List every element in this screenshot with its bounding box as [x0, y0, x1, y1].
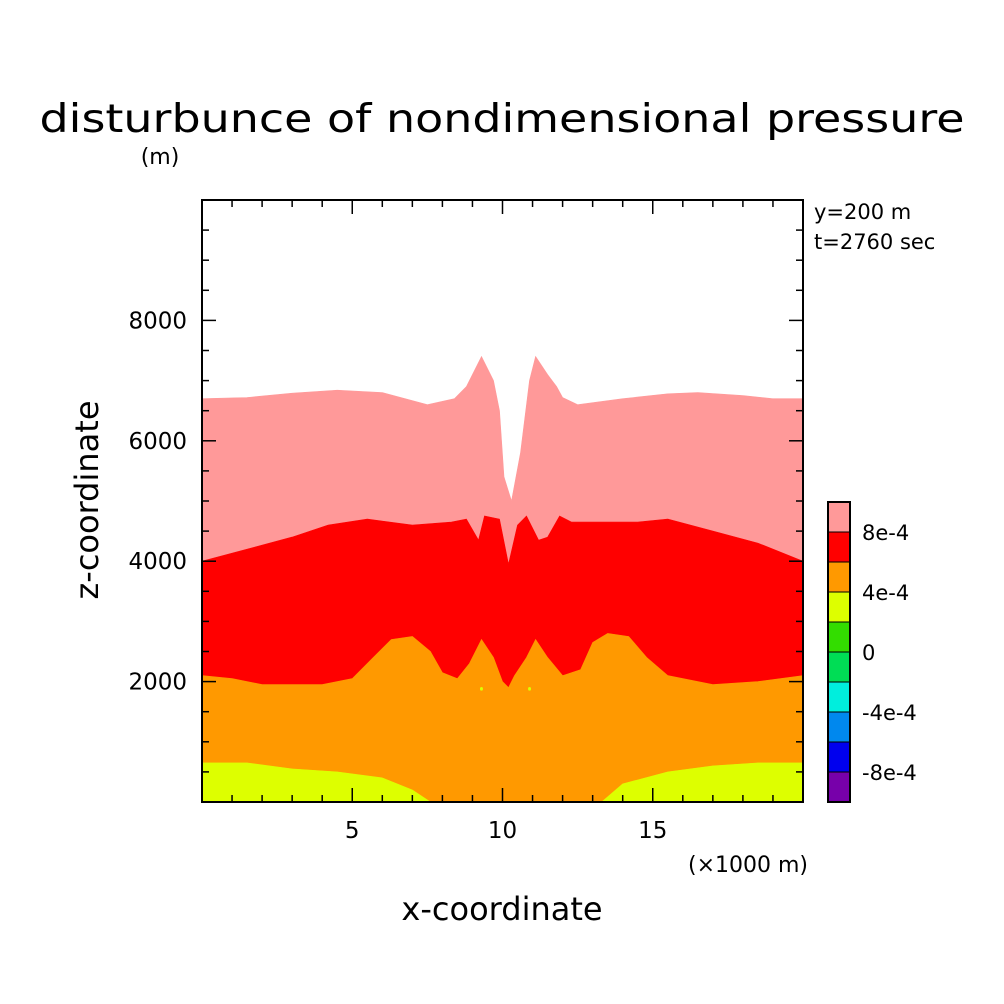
x-unit-label: (×1000 m)	[688, 853, 808, 878]
info-line-t: t=2760 sec	[814, 230, 935, 254]
colorbar-swatch	[827, 711, 851, 743]
colorbar-swatch	[827, 651, 851, 683]
colorbar-tick-label: 4e-4	[862, 581, 909, 605]
y-axis-label: z-coordinate	[68, 400, 106, 599]
colorbar-swatch	[827, 531, 851, 563]
colorbar-tick-label: -4e-4	[862, 701, 917, 725]
colorbar-swatch	[827, 681, 851, 713]
contour-region-red	[201, 515, 804, 689]
colorbar-swatch	[827, 501, 851, 533]
colorbar-tick-label: 0	[862, 641, 875, 665]
plot-area: 5 10 15 2000 4000 6000 8000	[128, 199, 804, 844]
contour-island	[479, 687, 483, 691]
x-tick-label: 10	[488, 818, 517, 844]
y-tick-label: 2000	[128, 670, 187, 696]
chart-title: disturbunce of nondimensional pressure	[40, 97, 965, 142]
y-tick-label: 8000	[128, 308, 187, 334]
colorbar-swatch	[827, 741, 851, 773]
info-line-y: y=200 m	[814, 200, 911, 224]
colorbar-frame	[827, 501, 851, 803]
x-tick-label: 15	[638, 818, 667, 844]
contour-island	[512, 301, 526, 346]
colorbar-swatch	[827, 771, 851, 803]
y-tick-label: 4000	[128, 549, 187, 575]
x-axis-label: x-coordinate	[401, 890, 602, 928]
colorbar-tick-label: -8e-4	[862, 761, 917, 785]
y-tick-label: 6000	[128, 429, 187, 455]
colorbar-tick-label: 8e-4	[862, 521, 909, 545]
colorbar-swatch	[827, 561, 851, 593]
colorbar: 8e-4 4e-4 0 -4e-4 -8e-4	[827, 501, 917, 803]
x-tick-label: 5	[345, 818, 360, 844]
contour-island	[485, 301, 499, 346]
colorbar-swatch	[827, 591, 851, 623]
colorbar-swatch	[827, 621, 851, 653]
contour-island	[528, 687, 532, 691]
units-label: (m)	[141, 145, 180, 170]
